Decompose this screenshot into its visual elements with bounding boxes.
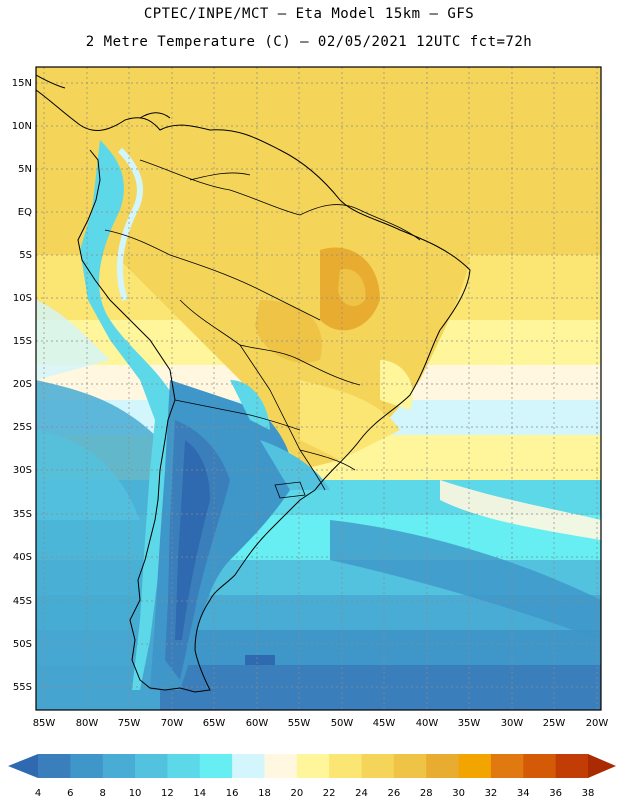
lat-label: 5S [19,250,32,261]
lat-label: 10S [13,293,32,304]
colorbar-cell [393,754,427,778]
lon-label: 40W [416,718,439,729]
longitude-labels: 85W 80W 75W 70W 65W 60W 55W 50W 45W 40W … [33,718,609,729]
lon-label: 65W [203,718,226,729]
colorbar-label: 24 [355,788,368,799]
lat-label: 40S [13,552,32,563]
lon-label: 20W [586,718,609,729]
colorbar-label: 22 [323,788,336,799]
lat-label: 15S [13,336,32,347]
colorbar-cell [555,754,589,778]
colorbar-label: 8 [100,788,106,799]
colorbar-high-arrow [588,754,616,778]
lon-label: 50W [331,718,354,729]
colorbar-low-arrow [8,754,38,778]
colorbar-cell [135,754,168,778]
colorbar-cell [458,754,492,778]
lat-label: 45S [13,596,32,607]
lagoon-outline [274,481,306,499]
colorbar-cell [38,754,71,778]
latitude-labels: 15N 10N 5N EQ 5S 10S 15S 20S 25S 30S 35S… [12,78,32,693]
lat-label: 20S [13,379,32,390]
colorbar-cell [296,754,330,778]
colorbar-label: 20 [290,788,303,799]
colorbar-label: 10 [129,788,142,799]
colorbar-label: 12 [161,788,174,799]
lon-label: 60W [246,718,269,729]
colorbar-label: 30 [452,788,465,799]
colorbar-cell [426,754,460,778]
colorbar-label: 16 [226,788,239,799]
colorbar-cell [232,754,265,778]
lat-label: EQ [18,207,32,218]
colorbar-label: 14 [193,788,206,799]
colorbar-label: 18 [258,788,271,799]
lon-label: 35W [458,718,481,729]
colorbar-cell [167,754,201,778]
map-frame [35,66,602,711]
colorbar-cell [102,754,136,778]
lon-label: 30W [501,718,524,729]
colorbar-label: 28 [420,788,433,799]
lat-label: 15N [12,78,32,89]
colorbar-cell [199,754,233,778]
colorbar-label: 32 [485,788,498,799]
lon-label: 80W [76,718,99,729]
temperature-field [36,67,601,710]
lon-label: 75W [118,718,141,729]
lat-label: 50S [13,639,32,650]
colorbar-label: 34 [517,788,530,799]
lon-label: 85W [33,718,56,729]
colorbar-label: 26 [388,788,401,799]
colorbar-label: 38 [582,788,595,799]
colorbar-label: 36 [549,788,562,799]
lat-label: 55S [13,682,32,693]
lon-label: 70W [161,718,184,729]
lat-label: 10N [12,121,32,132]
lat-label: 25S [13,422,32,433]
map-title-line-1: CPTEC/INPE/MCT – Eta Model 15km – GFS [143,6,475,22]
lat-label: 30S [13,465,32,476]
lon-label: 55W [288,718,311,729]
graticule [36,67,601,710]
colorbar-cell [523,754,557,778]
colorbar: 4 6 8 10 12 14 16 18 20 22 24 26 28 30 32 34 36 38 [8,754,616,799]
colorbar-cell [70,754,104,778]
map-title-line-2: 2 Metre Temperature (C) – 02/05/2021 12U… [85,34,533,50]
coastline [36,74,471,693]
colorbar-label: 4 [35,788,41,799]
colorbar-cell [329,754,363,778]
colorbar-cell [361,754,395,778]
colorbar-cell [490,754,524,778]
lat-label: 5N [18,164,32,175]
lon-label: 45W [373,718,396,729]
lon-label: 25W [543,718,566,729]
lat-label: 35S [13,509,32,520]
country-borders [104,159,421,491]
colorbar-label: 6 [67,788,73,799]
colorbar-cell [264,754,298,778]
